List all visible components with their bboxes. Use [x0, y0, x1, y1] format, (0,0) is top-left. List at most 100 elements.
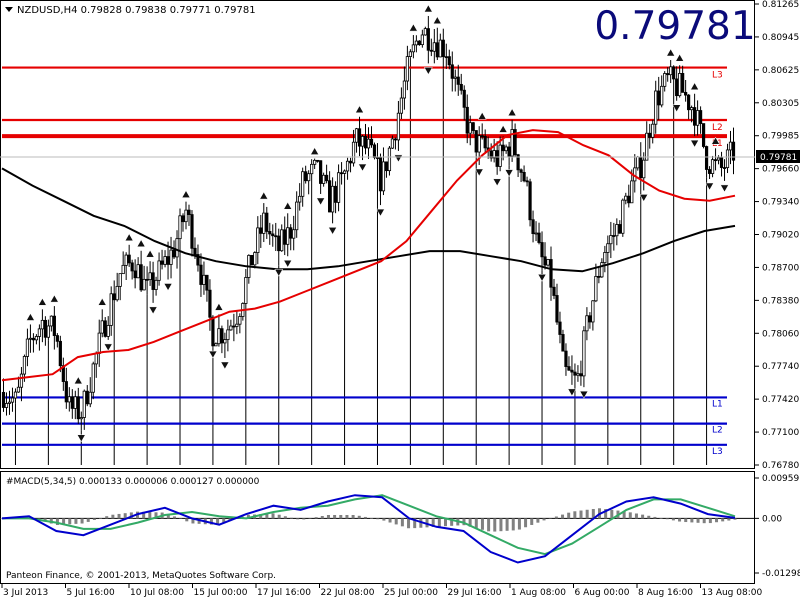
candle-body [567, 366, 571, 371]
macd-histogram-bar [363, 516, 367, 519]
candle-body [354, 128, 359, 143]
candle-body [612, 235, 616, 237]
ma-fast-line [1, 129, 736, 382]
level-label: L3 [712, 447, 723, 457]
candle-body [725, 149, 730, 169]
fractal-up-arrow [124, 233, 134, 242]
candle-body [357, 128, 362, 147]
y-tick-label: 0.79660 [762, 165, 799, 175]
candle-body [728, 141, 733, 151]
candle-body [277, 235, 281, 252]
y-tick-label: 0.77420 [762, 395, 799, 405]
candle-body [519, 169, 523, 173]
candle-body [193, 247, 197, 255]
fractal-down-arrow [672, 104, 682, 113]
macd-indicator: 0.009591 0.00 -0.012987 [0, 474, 800, 579]
y-tick-label: 0.76780 [762, 461, 799, 471]
y-tick-label: 0.78060 [762, 329, 799, 339]
fractal-down-arrow [103, 343, 113, 352]
candle-body [648, 132, 652, 138]
fractal-down-arrow [639, 194, 649, 202]
macd-histogram-bar [437, 518, 441, 527]
candle-body [304, 171, 308, 182]
candle-body [606, 243, 610, 253]
y-tick-label: 0.80305 [762, 99, 799, 109]
candle-body [549, 259, 553, 288]
candle-body [58, 340, 62, 367]
candle-body [28, 337, 33, 340]
macd-histogram-bar [721, 518, 725, 522]
fractal-up-arrow [283, 201, 293, 210]
candle-body [378, 157, 383, 192]
candle-body [704, 146, 709, 170]
macd-histogram-bar [653, 516, 657, 519]
candle-body [274, 235, 278, 238]
fractal-up-arrow [711, 136, 720, 145]
fractal-up-arrow [73, 376, 83, 385]
macd-histogram-bar [154, 512, 158, 519]
candle-body [235, 323, 239, 327]
candle-body [163, 256, 167, 265]
candle-body [591, 300, 595, 323]
x-tick-label: 15 Jul 00:00 [194, 588, 248, 598]
candle-body [501, 144, 505, 152]
candle-body [298, 195, 302, 203]
candle-body [363, 136, 368, 149]
fractal-up-arrow [408, 23, 418, 32]
candle-body [268, 231, 272, 235]
fractal-up-arrow [355, 105, 364, 114]
macd-histogram-bar [573, 511, 577, 519]
candle-body [576, 373, 580, 376]
candle-body [208, 289, 212, 318]
candle-body [489, 150, 493, 159]
macd-histogram-bar [111, 514, 115, 519]
macd-histogram-bar [431, 518, 435, 527]
candle-body [85, 390, 89, 405]
candle-body [372, 144, 377, 158]
fractal-arrows [25, 4, 729, 443]
y-tick-label: 0.79340 [762, 198, 799, 208]
candle-body [570, 369, 574, 373]
candle-body [624, 195, 628, 201]
candle-body [232, 325, 236, 328]
candle-body [690, 107, 694, 111]
fractal-down-arrow [474, 168, 484, 177]
candle-body [420, 34, 424, 46]
candle-body [106, 325, 110, 337]
x-tick-label: 29 Jul 16:00 [448, 588, 502, 598]
macd-histogram-bar [474, 518, 478, 529]
level-lines: L3L2L1L1L2L3 [2, 66, 727, 457]
dropdown-triangle-icon[interactable] [5, 7, 13, 12]
candle-body [4, 403, 9, 408]
candle-body [283, 229, 287, 245]
candle-body [663, 73, 667, 87]
candle-body [411, 44, 415, 53]
candle-body [79, 417, 83, 420]
candle-body [154, 279, 158, 290]
y-tick-label: 0.79020 [762, 231, 799, 241]
fractal-up-arrow [37, 297, 47, 306]
candle-body [495, 150, 499, 167]
candle-body [432, 42, 436, 52]
candle-body [537, 232, 541, 243]
candle-body [333, 185, 338, 203]
candle-body [687, 94, 691, 111]
candle-body [124, 254, 128, 266]
fractal-up-arrow [666, 48, 676, 57]
candle-body [226, 329, 230, 341]
candle-body [651, 123, 655, 138]
candle-body [381, 161, 386, 192]
candle-body [136, 264, 140, 279]
macd-histogram-bar [376, 518, 380, 520]
fractal-down-arrow [537, 274, 547, 282]
candle-body [716, 157, 721, 161]
candle-body [307, 173, 311, 182]
candle-body [37, 328, 41, 337]
candle-body [713, 159, 718, 162]
candle-body [459, 83, 463, 91]
candle-body [253, 252, 257, 266]
x-tick-label: 5 Jul 16:00 [67, 588, 116, 598]
candle-body [405, 56, 409, 82]
macd-histogram-bar [185, 518, 189, 522]
